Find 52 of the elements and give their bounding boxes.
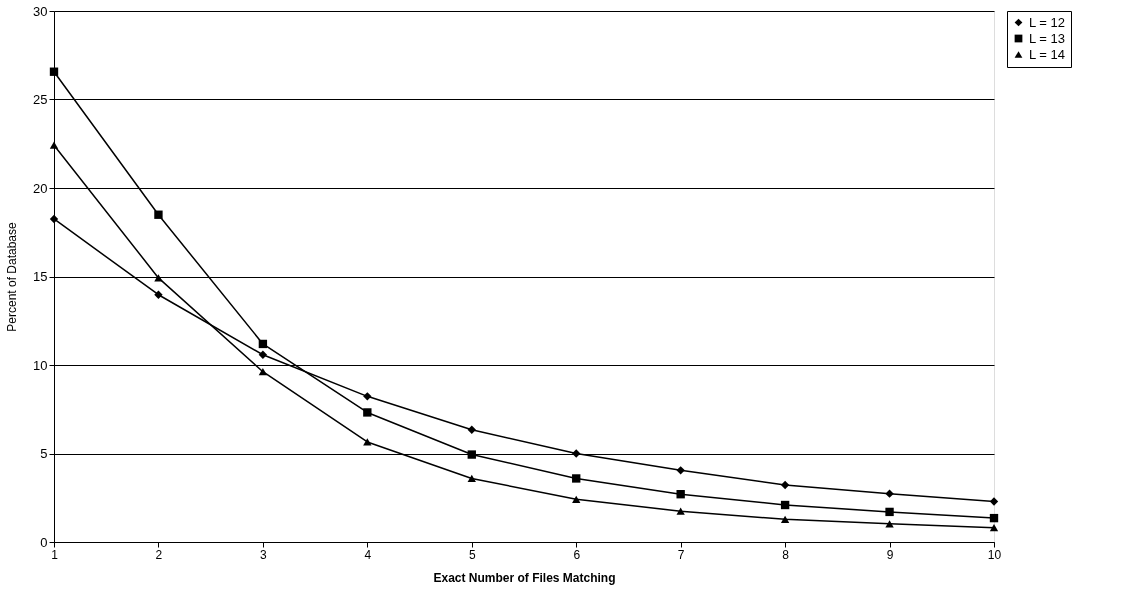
y-tick-label: 20	[33, 180, 48, 196]
point	[49, 67, 59, 76]
y-tick-label: 10	[33, 357, 48, 373]
point	[467, 425, 476, 434]
x-tick-label: 3	[260, 547, 268, 562]
point	[363, 408, 372, 417]
point	[572, 474, 581, 483]
x-tick-label: 6	[573, 547, 581, 562]
point	[258, 368, 268, 376]
y-tick-label: 25	[33, 92, 48, 107]
x-tick-label: 10	[987, 547, 1002, 562]
point	[989, 497, 999, 506]
y-tick-label: 30	[33, 3, 48, 19]
y-axis-title: Percent of Database	[5, 221, 20, 332]
x-tick-label: 9	[886, 547, 894, 562]
point	[154, 274, 163, 282]
point	[572, 449, 581, 458]
point	[989, 513, 999, 523]
x-tick-label: 8	[782, 547, 790, 562]
point	[989, 524, 999, 532]
y-tick-label: 15	[33, 269, 48, 284]
x-tick-label: 4	[364, 547, 372, 562]
x-tick-label: 7	[677, 547, 685, 562]
point	[676, 507, 685, 515]
point	[49, 141, 59, 149]
point	[676, 490, 685, 499]
point	[780, 515, 790, 523]
point	[885, 507, 894, 517]
x-tick-label: 1	[51, 547, 59, 562]
point	[363, 392, 372, 401]
point	[885, 520, 894, 528]
y-tick-label: 0	[40, 534, 48, 550]
point	[467, 450, 476, 459]
legend-label: L = 14	[1029, 46, 1066, 62]
point	[258, 339, 268, 349]
legend-label: L = 13	[1029, 30, 1066, 46]
point	[154, 290, 163, 299]
point	[154, 210, 163, 219]
x-tick-label: 2	[155, 547, 163, 562]
point	[49, 214, 59, 224]
point	[363, 438, 372, 446]
point	[467, 474, 476, 483]
point	[780, 500, 790, 510]
x-tick-label: 5	[468, 547, 476, 562]
point	[572, 495, 581, 503]
point	[885, 489, 894, 498]
point	[676, 466, 685, 475]
point	[258, 350, 268, 359]
y-tick-label: 5	[40, 446, 48, 461]
point	[780, 480, 790, 490]
x-axis-title: Exact Number of Files Matching	[433, 570, 616, 585]
legend-label: L = 12	[1029, 14, 1066, 30]
